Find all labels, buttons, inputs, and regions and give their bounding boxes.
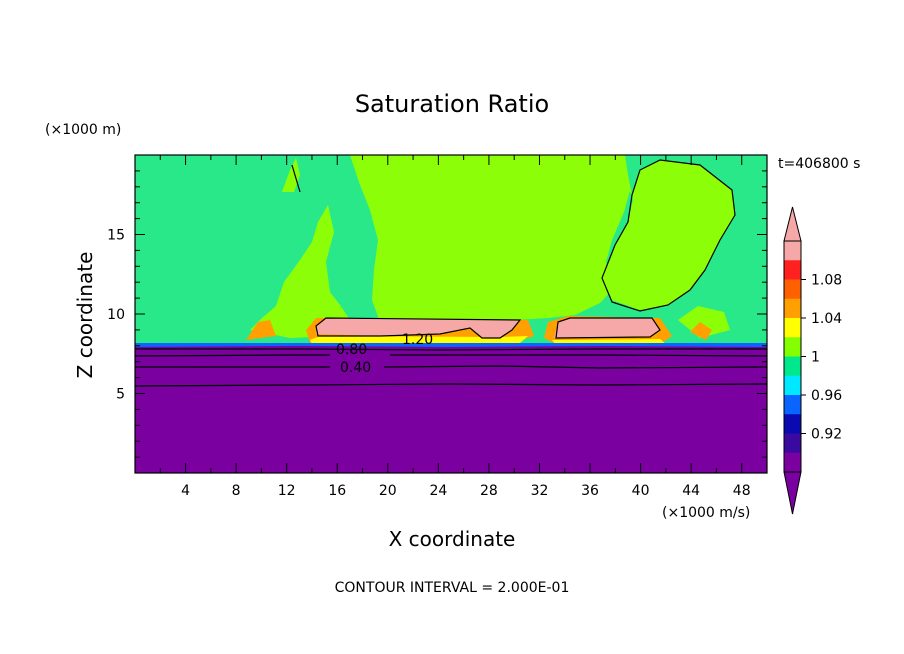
- x-axis: 4 8 12 16 20 24 28 32 36 40 44 48: [159, 155, 751, 499]
- colorbar-swatch: [784, 452, 801, 473]
- x-tick-label: 12: [278, 483, 296, 499]
- x-tick-label: 28: [480, 483, 498, 499]
- x-tick-label: 48: [733, 483, 751, 499]
- colorbar-label: 1: [811, 350, 820, 366]
- supersaturated-core: [554, 318, 660, 338]
- y-axis-title: Z coordinate: [73, 252, 97, 379]
- upper-plume-region: [250, 205, 350, 338]
- upper-plume-region: [350, 155, 630, 322]
- lower-subsaturated-region: [135, 346, 767, 473]
- colorbar: 1.08 1.04 1 0.96 0.92: [783, 206, 842, 515]
- contour-line: [135, 365, 768, 369]
- colorbar-swatch: [784, 260, 801, 280]
- x-tick-label: 24: [429, 483, 447, 499]
- colorbar-swatch: [784, 241, 801, 261]
- contour-line: [134, 383, 768, 387]
- x-tick-label: 8: [232, 483, 241, 499]
- contour-line: [315, 317, 522, 339]
- x-axis-title: X coordinate: [389, 527, 516, 551]
- colorbar-swatch: [784, 318, 801, 338]
- y-tick-label: 5: [116, 387, 125, 403]
- colorbar-label: 1.04: [811, 311, 842, 327]
- contour-interval-footer: CONTOUR INTERVAL = 2.000E-01: [335, 580, 570, 596]
- y-unit-label: (×1000 m): [45, 122, 121, 138]
- y-tick-label: 10: [107, 307, 125, 323]
- y-axis: 5 10 15: [107, 170, 767, 458]
- contour-field: 1.20 0.80 0.40: [134, 155, 768, 473]
- x-tick-label: 4: [181, 483, 190, 499]
- contour-line: [134, 354, 768, 357]
- time-label: t=406800 s: [778, 156, 860, 172]
- x-tick-label: 36: [581, 483, 599, 499]
- chart-title: Saturation Ratio: [355, 90, 549, 118]
- x-tick-label: 32: [531, 483, 549, 499]
- contour-label: 0.80: [336, 342, 367, 358]
- colorbar-swatch: [784, 395, 801, 415]
- y-tick-label: 15: [107, 228, 125, 244]
- colorbar-max-arrow: [783, 206, 802, 242]
- contour-line: [555, 317, 661, 339]
- colorbar-swatch: [784, 337, 801, 357]
- x-tick-label: 16: [328, 483, 346, 499]
- colorbar-label: 0.92: [811, 427, 842, 443]
- colorbar-swatch: [784, 279, 801, 300]
- orange-fringe: [246, 320, 276, 340]
- contour-label: 0.40: [340, 360, 371, 376]
- colorbar-swatch: [784, 433, 801, 454]
- yellow-fringe: [310, 336, 528, 344]
- contour-label: 1.20: [402, 332, 433, 348]
- colorbar-swatch: [784, 356, 801, 377]
- x-tick-label: 20: [379, 483, 397, 499]
- upper-plume-region: [350, 155, 735, 310]
- x-tick-label: 40: [632, 483, 650, 499]
- colorbar-label: 0.96: [811, 388, 842, 404]
- colorbar-min-arrow: [783, 471, 802, 515]
- supersaturated-core: [316, 318, 520, 338]
- contour-line: [135, 348, 767, 351]
- colorbar-swatch: [784, 298, 801, 319]
- colorbar-swatch: [784, 375, 801, 396]
- upper-plume-region: [678, 306, 730, 338]
- colorbar-label: 1.08: [811, 273, 842, 289]
- x-unit-label: (×1000 m/s): [662, 505, 750, 521]
- colorbar-swatch: [784, 414, 801, 434]
- upper-plume-region: [282, 158, 300, 192]
- orange-fringe: [690, 322, 712, 340]
- contour-line: [291, 159, 736, 312]
- blue-band: [135, 343, 767, 347]
- x-tick-label: 44: [682, 483, 700, 499]
